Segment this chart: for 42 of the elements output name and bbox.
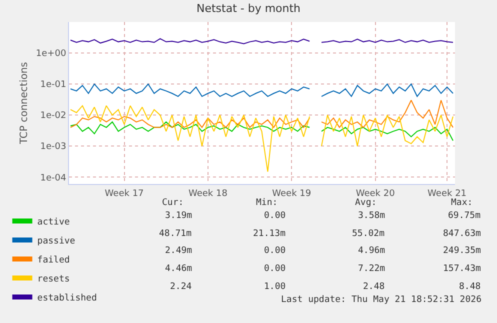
y-tick-label: 1e-03 bbox=[40, 142, 66, 152]
text: 48.71m bbox=[159, 229, 192, 239]
text: Last update: Thu May 21 18:52:31 2026 bbox=[281, 295, 482, 305]
text: 249.35m bbox=[443, 246, 481, 256]
text: 7.22m bbox=[358, 264, 386, 274]
text: 3.58m bbox=[358, 211, 386, 221]
legend-label: resets bbox=[37, 274, 70, 284]
y-axis-title: TCP connections bbox=[18, 62, 30, 146]
x-tick-label: Week 21 bbox=[428, 188, 467, 199]
y-tick-label: 1e-04 bbox=[40, 173, 66, 184]
text: 21.13m bbox=[253, 229, 286, 239]
text: 8.48 bbox=[459, 282, 481, 292]
text: 4.46m bbox=[165, 264, 192, 274]
text: 69.75m bbox=[448, 211, 481, 221]
text: 0.00 bbox=[264, 246, 286, 256]
text: Cur: bbox=[162, 198, 184, 208]
text: 2.24 bbox=[170, 282, 192, 292]
x-tick-label: Week 19 bbox=[272, 188, 312, 199]
legend-label: passive bbox=[37, 236, 76, 246]
text: 1.00 bbox=[264, 282, 286, 292]
text: 2.48 bbox=[363, 282, 385, 292]
x-tick-label: Week 17 bbox=[104, 188, 144, 199]
legend-label: active bbox=[37, 217, 70, 228]
text: Avg: bbox=[355, 198, 377, 208]
legend-label: failed bbox=[37, 255, 70, 266]
y-tick-label: 1e+00 bbox=[36, 49, 66, 60]
x-tick-label: Week 18 bbox=[188, 188, 228, 199]
text: Max: bbox=[451, 198, 473, 208]
chart-title: Netstat - by month bbox=[196, 2, 301, 15]
legend-label: established bbox=[37, 293, 97, 304]
text: 847.63m bbox=[443, 229, 481, 239]
text: Min: bbox=[256, 198, 278, 208]
text: 0.00 bbox=[264, 211, 286, 221]
text: 3.19m bbox=[165, 211, 192, 221]
text: 2.49m bbox=[165, 246, 192, 256]
text: 0.00 bbox=[264, 264, 286, 274]
y-tick-label: 1e-02 bbox=[40, 111, 66, 122]
text: 55.02m bbox=[352, 229, 385, 239]
text: 157.43m bbox=[443, 264, 481, 274]
x-tick-label: Week 20 bbox=[356, 188, 396, 199]
y-tick-label: 1e-01 bbox=[40, 80, 66, 90]
text: 4.96m bbox=[358, 246, 386, 256]
